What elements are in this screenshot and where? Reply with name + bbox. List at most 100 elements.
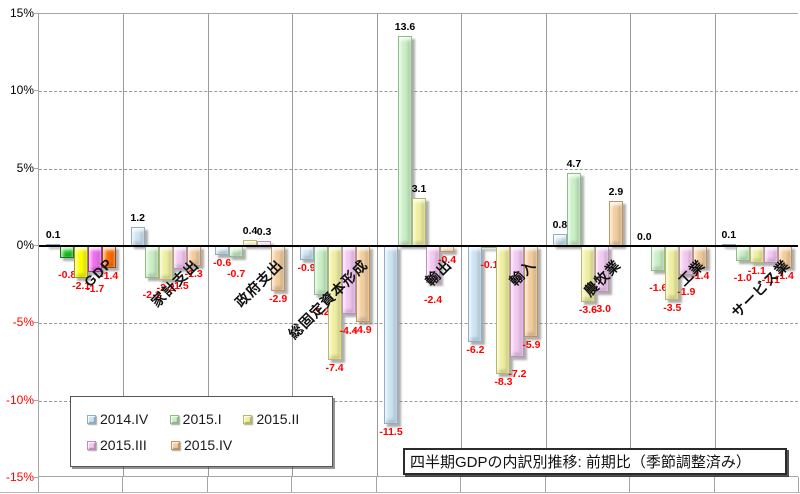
x-axis-tick <box>375 477 377 493</box>
value-label: -2.9 <box>269 292 288 305</box>
y-axis-tick <box>32 90 38 92</box>
x-axis-tick <box>38 477 39 493</box>
value-label: -1.3 <box>184 268 203 281</box>
legend-item: 2015.III <box>87 437 171 453</box>
value-label: -3.2 <box>311 306 330 319</box>
value-label: -5.9 <box>522 339 541 352</box>
x-axis-tick <box>206 477 208 493</box>
value-label: 0.1 <box>45 229 61 242</box>
value-label: -1.1 <box>747 265 766 277</box>
chart-bottom-frame <box>0 492 800 493</box>
legend-item: 2015.II <box>243 411 332 427</box>
value-label: 3.1 <box>411 183 427 196</box>
legend-label: 2015.I <box>182 411 222 427</box>
value-label: -1.6 <box>649 281 668 294</box>
bar-2015.II <box>496 246 511 375</box>
bar-2015.II <box>412 198 426 246</box>
gridline <box>39 400 798 402</box>
legend-marker <box>87 440 96 450</box>
y-axis-tick <box>32 477 38 478</box>
value-label: 2.9 <box>608 186 624 199</box>
value-label: -3.5 <box>663 302 682 315</box>
value-label: -4.4 <box>339 325 358 338</box>
bar-2014.IV <box>299 246 314 260</box>
legend-label: 2015.IV <box>184 437 233 453</box>
value-label: -6.2 <box>466 343 485 356</box>
value-label: -1.9 <box>677 286 696 299</box>
value-label: 0.3 <box>256 226 272 239</box>
y-axis-label: 10% <box>9 83 34 98</box>
value-label: -8.3 <box>494 376 513 389</box>
value-label: -2.4 <box>423 294 443 307</box>
value-label: -1.0 <box>733 272 752 285</box>
bar-2015.I <box>651 246 666 271</box>
value-label: 0.8 <box>552 218 568 231</box>
bar-2014.IV <box>384 246 398 424</box>
bar-2015.I <box>229 246 244 257</box>
value-label: -0.7 <box>227 267 246 280</box>
value-label: 0.1 <box>721 229 737 242</box>
value-label: -7.4 <box>325 362 344 375</box>
y-axis-label: 15% <box>9 6 34 20</box>
value-label: 13.6 <box>394 20 416 33</box>
value-label: -1.1 <box>761 274 780 286</box>
y-axis-tick <box>32 167 38 169</box>
bar-2015.I <box>735 246 750 262</box>
y-axis-label: 0% <box>16 238 34 252</box>
bar-2014.IV <box>215 246 230 256</box>
y-axis-tick <box>32 399 38 401</box>
x-axis-tick <box>460 477 462 493</box>
bar-2015.IV <box>608 201 623 246</box>
bar-2015.II <box>749 246 764 263</box>
gridline <box>39 168 798 170</box>
value-label: -1.4 <box>691 269 710 282</box>
legend-marker <box>171 440 180 450</box>
value-label: -2.1 <box>72 280 91 293</box>
value-label: -0.9 <box>297 261 316 274</box>
value-label: -11.5 <box>379 425 403 438</box>
zero-line <box>39 245 798 247</box>
legend-label: 2014.IV <box>100 411 149 427</box>
x-axis-tick <box>629 477 631 493</box>
value-label: -1.4 <box>775 269 794 282</box>
gridline <box>39 91 798 93</box>
y-axis-label: -15% <box>5 470 34 484</box>
legend-row: 2015.III 2015.IV <box>87 432 332 458</box>
value-label: -0.1 <box>480 258 499 271</box>
gridline <box>39 323 798 325</box>
legend-marker <box>169 414 179 424</box>
value-label: -4.9 <box>353 323 372 336</box>
y-axis-tick <box>32 13 38 14</box>
chart-title: 四半期GDPの内訳別推移: 前期比（季節調整済み） <box>403 448 787 475</box>
legend-marker <box>87 414 96 424</box>
value-label: 0.0 <box>637 231 652 243</box>
x-axis-tick <box>544 477 546 493</box>
legend-marker <box>243 414 253 424</box>
value-label: -2.2 <box>156 282 175 295</box>
bar-2014.IV <box>130 227 145 246</box>
bar-2015.I <box>566 173 581 246</box>
legend-label: 2015.III <box>100 437 147 453</box>
value-label: -0.8 <box>58 269 77 282</box>
y-axis-label: -5% <box>12 315 34 330</box>
value-label: -0.4 <box>437 254 457 267</box>
y-axis-tick <box>32 245 38 246</box>
bar-2015.I <box>60 246 75 259</box>
value-label: -1.4 <box>100 269 119 282</box>
value-label: 0.4 <box>242 224 258 237</box>
legend-row: 2014.IV 2015.I 2015.II <box>87 406 332 432</box>
legend-item: 2015.IV <box>171 437 246 453</box>
value-label: -0.6 <box>213 257 232 270</box>
legend: 2014.IV 2015.I 2015.II 2015.III 2015.IV <box>70 396 333 467</box>
y-axis-label: 5% <box>16 160 34 175</box>
x-axis-tick <box>713 477 715 493</box>
value-label: 1.2 <box>130 212 145 225</box>
x-axis-tick <box>798 477 799 493</box>
value-label: 4.7 <box>566 158 582 171</box>
value-label: -1.7 <box>86 283 105 296</box>
bar-2015.I <box>144 246 159 279</box>
x-axis-tick <box>291 477 293 493</box>
value-label: -2.1 <box>142 289 161 302</box>
bar-2015.I <box>398 35 412 246</box>
y-axis-tick <box>32 322 38 324</box>
